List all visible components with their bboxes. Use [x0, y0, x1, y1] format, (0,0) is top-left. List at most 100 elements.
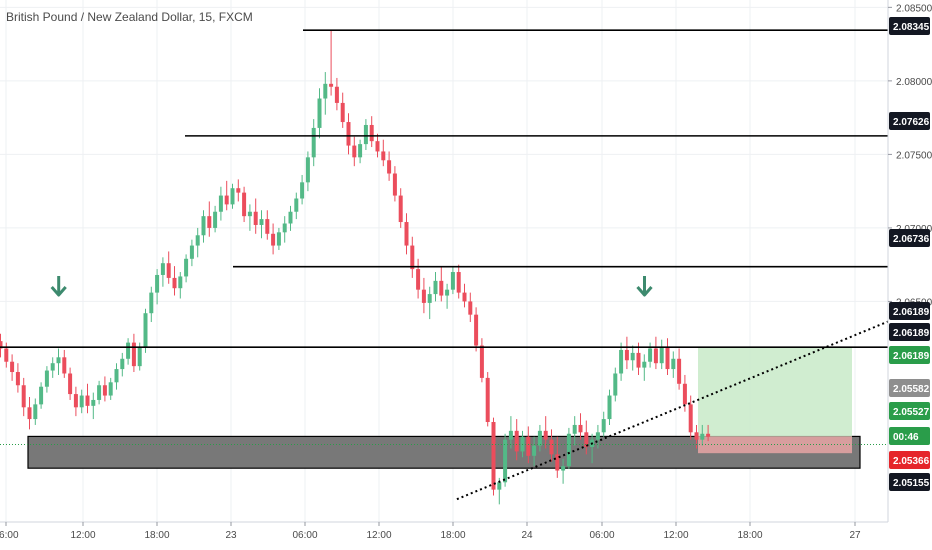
candle-body [578, 424, 583, 433]
candle-body [630, 352, 635, 361]
candle-body [462, 292, 467, 302]
candle-body [526, 436, 531, 456]
candle-body [334, 86, 339, 103]
candle-body [624, 349, 629, 361]
chart-title: British Pound / New Zealand Dollar, 15, … [6, 10, 253, 24]
candle-body [479, 345, 484, 378]
candle-body [259, 219, 264, 225]
candle-body [172, 277, 177, 289]
candles [0, 30, 711, 505]
candle-body [85, 395, 90, 406]
time-tick-label: 06:00 [589, 530, 614, 541]
candle-body [659, 347, 664, 364]
candle-body [671, 358, 676, 370]
candle-body [224, 195, 229, 205]
candle-body [398, 195, 403, 223]
candle-body [514, 430, 519, 452]
candle-body [10, 361, 15, 373]
price-tag-dark [889, 323, 930, 341]
time-tick-label: 12:00 [366, 530, 391, 541]
candle-body [369, 124, 374, 142]
candle-body [166, 263, 171, 278]
price-tag-label: 2.06189 [893, 328, 930, 339]
price-tag-green [889, 402, 930, 420]
candle-body [300, 182, 305, 199]
candle-body [474, 314, 479, 346]
candle-body [584, 432, 589, 448]
time-tick-label: 12:00 [70, 530, 95, 541]
candle-body [537, 430, 542, 446]
candle-body [201, 216, 206, 236]
price-tag-label: 00:46 [893, 432, 919, 443]
candle-body [305, 157, 310, 183]
price-tag-green [889, 346, 930, 364]
price-tick-label: 2.07500 [896, 150, 932, 161]
candle-body [265, 219, 270, 234]
down-arrow-marker [50, 276, 67, 297]
candle-body [184, 258, 189, 277]
time-tick-label: 06:00 [0, 530, 19, 541]
candle-body [682, 383, 687, 405]
time-tick-label: 23 [225, 530, 237, 541]
candle-body [247, 211, 252, 217]
time-tick-label: 12:00 [663, 530, 688, 541]
price-tag-label: 2.05582 [893, 384, 930, 395]
candle-body [102, 385, 107, 396]
time-tick-label: 18:00 [144, 530, 169, 541]
candle-body [21, 385, 26, 408]
price-tag-red [889, 451, 930, 469]
candle-body [404, 222, 409, 246]
candle-body [50, 363, 55, 371]
candle-body [149, 292, 154, 314]
candle-body [607, 395, 612, 420]
candle-body [543, 430, 548, 440]
candle-body [131, 342, 136, 367]
candle-body [120, 358, 125, 370]
candle-body [317, 98, 322, 128]
candle-body [532, 445, 537, 456]
price-tag-dark [889, 229, 930, 247]
candle-body [242, 192, 247, 217]
candle-body [108, 382, 113, 396]
candle-body [375, 141, 380, 152]
candle-body [114, 369, 119, 383]
price-tag-label: 2.06189 [893, 351, 930, 362]
candle-body [73, 394, 78, 408]
candle-body [677, 358, 682, 384]
candle-body [694, 432, 699, 440]
candle-body [56, 357, 61, 364]
candle-body [271, 233, 276, 246]
candle-body [155, 274, 160, 293]
price-tag-dark [889, 112, 930, 130]
candle-body [497, 482, 502, 490]
candle-body [195, 235, 200, 246]
candle-body [189, 245, 194, 259]
candle-body [230, 188, 235, 205]
candle-body [381, 151, 386, 161]
time-tick-label: 24 [521, 530, 533, 541]
candle-body [665, 347, 670, 370]
candle-body [468, 301, 473, 315]
candle-body [294, 198, 299, 212]
candle-body [450, 272, 455, 290]
candle-body [27, 407, 32, 420]
candle-body [439, 280, 444, 296]
price-tag-label: 2.05366 [893, 456, 930, 467]
down-arrow-head [636, 286, 653, 297]
candle-body [39, 386, 44, 405]
candle-body [549, 439, 554, 455]
candle-body [648, 348, 653, 362]
candle-body [218, 195, 223, 212]
candle-body [282, 223, 287, 233]
candle-body [613, 373, 618, 396]
candle-body [410, 245, 415, 270]
candle-body [62, 357, 67, 374]
candle-body [33, 404, 38, 420]
candle-body [387, 160, 392, 174]
time-tick-label: 27 [849, 530, 861, 541]
candle-body [0, 341, 3, 349]
candle-body [143, 313, 148, 348]
price-tag-gray [889, 379, 930, 397]
